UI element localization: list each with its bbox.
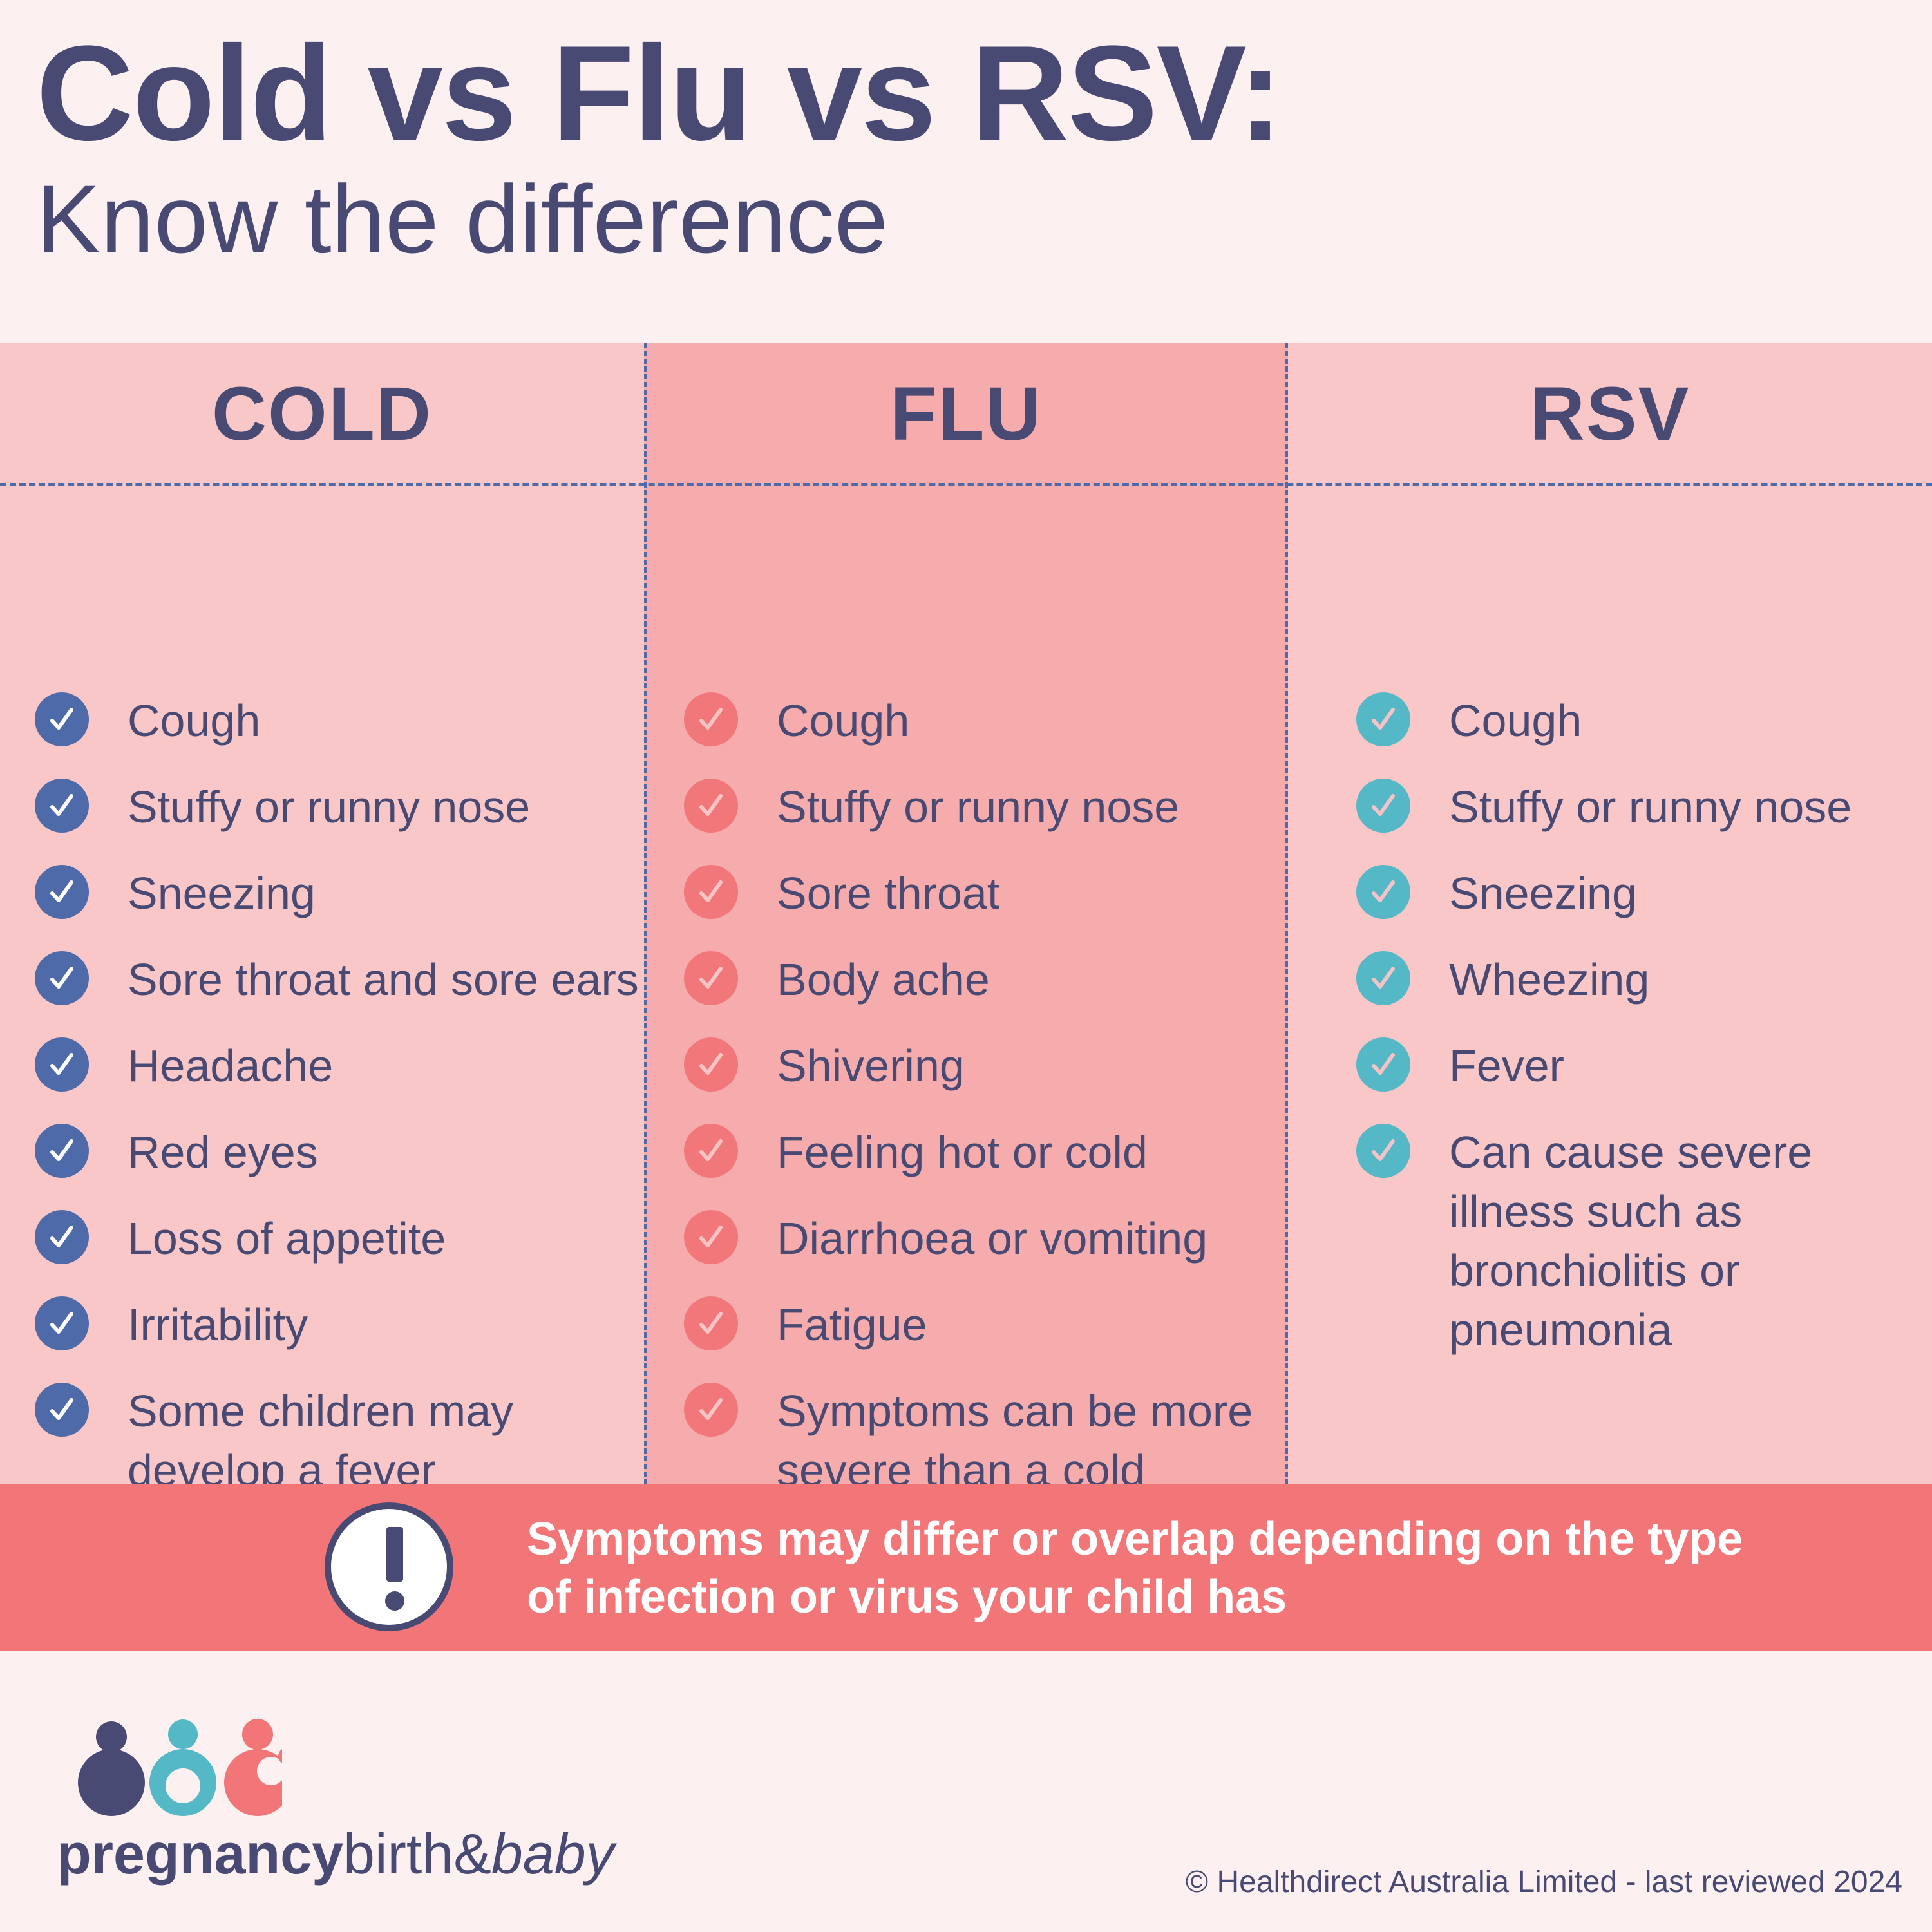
symptom-label: Headache (128, 1041, 334, 1091)
list-item: Symptoms can be more severe than a cold (684, 1381, 1285, 1500)
list-item: Fever (1356, 1036, 1932, 1095)
page-subtitle: Know the difference (36, 165, 889, 273)
column-flu: FLU Cough Stuffy or runny nose Sore thro… (644, 343, 1288, 1495)
check-circle-icon (35, 779, 89, 833)
list-item: Irritability (35, 1295, 644, 1354)
comparison-table: COLD Cough Stuffy or runny nose Sneezing… (0, 343, 1932, 1495)
list-item: Red eyes (35, 1122, 644, 1182)
symptom-list-rsv: Cough Stuffy or runny nose Sneezing Whee… (1288, 485, 1932, 1359)
symptom-label: Fever (1449, 1041, 1564, 1091)
list-item: Sore throat (684, 864, 1285, 923)
logo-icon (78, 1719, 282, 1816)
check-circle-icon (1356, 779, 1410, 833)
exclamation-icon (325, 1502, 453, 1631)
check-circle-icon (35, 692, 89, 746)
check-circle-icon (1356, 865, 1410, 919)
symptom-label: Red eyes (128, 1127, 318, 1177)
list-item: Stuffy or runny nose (1356, 777, 1932, 837)
symptom-label: Stuffy or runny nose (128, 782, 531, 832)
column-heading-cold: COLD (211, 372, 433, 457)
symptom-list-cold: Cough Stuffy or runny nose Sneezing Sore… (0, 485, 644, 1500)
column-cold: COLD Cough Stuffy or runny nose Sneezing… (0, 343, 644, 1495)
check-circle-icon (1356, 692, 1410, 746)
list-item: Cough (1356, 691, 1932, 750)
check-circle-icon (684, 1383, 738, 1437)
warning-banner: Symptoms may differ or overlap depending… (0, 1484, 1932, 1651)
check-circle-icon (35, 951, 89, 1005)
list-item: Some children may develop a fever (35, 1381, 644, 1500)
check-circle-icon (684, 1037, 738, 1092)
list-item: Stuffy or runny nose (35, 777, 644, 837)
list-item: Loss of appetite (35, 1209, 644, 1268)
symptom-label: Cough (777, 696, 910, 746)
copyright-text: © Healthdirect Australia Limited - last … (1185, 1865, 1902, 1899)
symptom-label: Sore throat and sore ears (128, 954, 639, 1005)
page-title: Cold vs Flu vs RSV: (36, 17, 1283, 169)
list-item: Cough (684, 691, 1285, 750)
check-circle-icon (35, 1037, 89, 1092)
symptom-label: Body ache (777, 954, 990, 1005)
list-item: Sneezing (1356, 864, 1932, 923)
symptom-label: Shivering (777, 1041, 965, 1091)
list-item: Diarrhoea or vomiting (684, 1209, 1285, 1268)
check-circle-icon (35, 1383, 89, 1437)
check-circle-icon (684, 692, 738, 746)
check-circle-icon (684, 779, 738, 833)
symptom-label: Fatigue (777, 1300, 927, 1350)
list-item: Sore throat and sore ears (35, 950, 644, 1009)
check-circle-icon (684, 1296, 738, 1350)
list-item: Can cause severe illness such as bronchi… (1356, 1122, 1932, 1359)
column-rsv: RSV Cough Stuffy or runny nose Sneezing … (1288, 343, 1932, 1484)
symptom-list-flu: Cough Stuffy or runny nose Sore throat B… (647, 485, 1285, 1500)
symptom-label: Can cause severe illness such as bronchi… (1449, 1127, 1813, 1355)
warning-text: Symptoms may differ or overlap depending… (527, 1513, 1743, 1623)
brand-wordmark: pregnancybirth&baby (57, 1822, 614, 1886)
list-item: Cough (35, 691, 644, 750)
symptom-label: Stuffy or runny nose (1449, 782, 1852, 832)
column-heading-flu: FLU (890, 372, 1042, 457)
check-circle-icon (35, 1296, 89, 1350)
list-item: Sneezing (35, 864, 644, 923)
check-circle-icon (1356, 1037, 1410, 1092)
check-circle-icon (684, 865, 738, 919)
check-circle-icon (1356, 951, 1410, 1005)
symptom-label: Irritability (128, 1300, 308, 1350)
header-divider (0, 483, 1932, 486)
list-item: Shivering (684, 1036, 1285, 1095)
symptom-label: Sneezing (1449, 868, 1637, 918)
check-circle-icon (684, 1210, 738, 1264)
symptom-label: Cough (1449, 696, 1582, 746)
symptom-label: Sneezing (128, 868, 316, 918)
check-circle-icon (35, 1124, 89, 1178)
check-circle-icon (35, 865, 89, 919)
symptom-label: Loss of appetite (128, 1213, 446, 1264)
list-item: Body ache (684, 950, 1285, 1009)
list-item: Feeling hot or cold (684, 1122, 1285, 1182)
symptom-label: Feeling hot or cold (777, 1127, 1148, 1177)
list-item: Wheezing (1356, 950, 1932, 1009)
list-item: Stuffy or runny nose (684, 777, 1285, 837)
symptom-label: Cough (128, 696, 261, 746)
symptom-label: Wheezing (1449, 954, 1650, 1005)
symptom-label: Stuffy or runny nose (777, 782, 1180, 832)
check-circle-icon (1356, 1124, 1410, 1178)
check-circle-icon (684, 1124, 738, 1178)
list-item: Fatigue (684, 1295, 1285, 1354)
symptom-label: Sore throat (777, 868, 1000, 918)
symptom-label: Some children may develop a fever (128, 1386, 514, 1495)
check-circle-icon (684, 951, 738, 1005)
list-item: Headache (35, 1036, 644, 1095)
symptom-label: Diarrhoea or vomiting (777, 1213, 1208, 1264)
check-circle-icon (35, 1210, 89, 1264)
column-heading-rsv: RSV (1530, 372, 1690, 457)
symptom-label: Symptoms can be more severe than a cold (777, 1386, 1253, 1495)
